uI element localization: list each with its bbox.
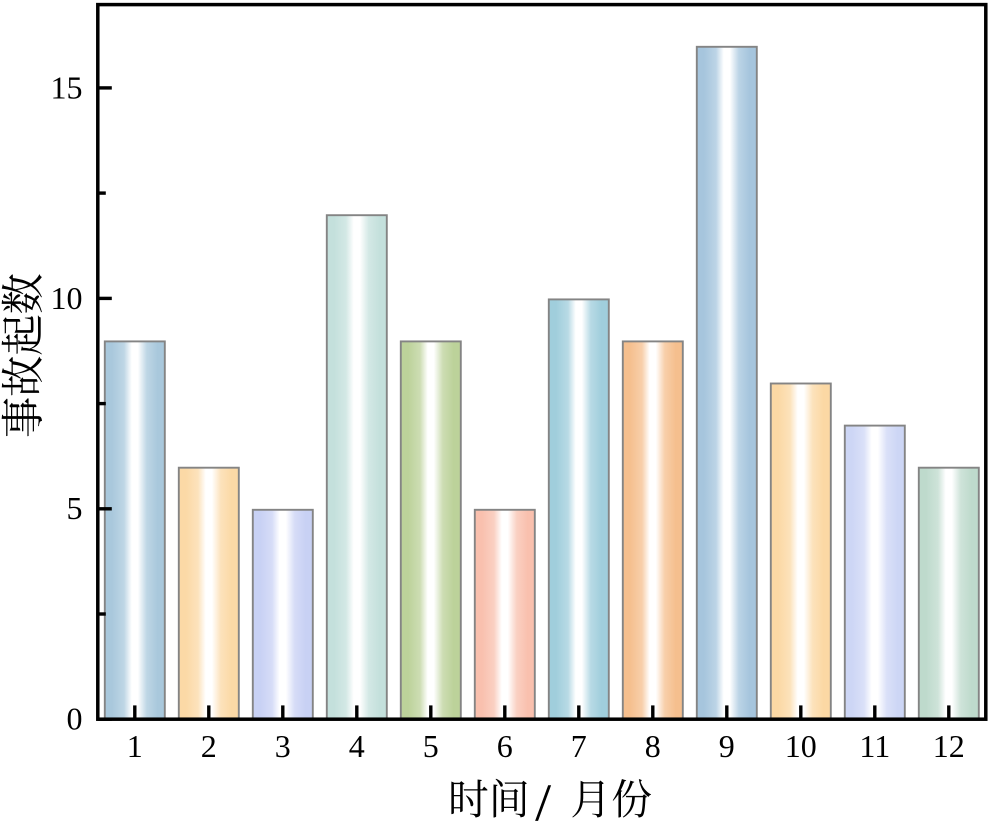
svg-text:2: 2 xyxy=(201,728,217,764)
svg-text:15: 15 xyxy=(51,69,83,105)
svg-text:4: 4 xyxy=(349,728,365,764)
svg-text:11: 11 xyxy=(859,728,890,764)
svg-text:9: 9 xyxy=(719,728,735,764)
svg-text:10: 10 xyxy=(51,280,83,316)
svg-text:8: 8 xyxy=(645,728,661,764)
svg-text:5: 5 xyxy=(423,728,439,764)
svg-text:0: 0 xyxy=(67,701,83,737)
svg-text:7: 7 xyxy=(571,728,587,764)
svg-text:1: 1 xyxy=(127,728,143,764)
svg-text:10: 10 xyxy=(785,728,817,764)
svg-text:6: 6 xyxy=(497,728,513,764)
svg-text:12: 12 xyxy=(933,728,965,764)
svg-text:3: 3 xyxy=(275,728,291,764)
svg-text:5: 5 xyxy=(67,490,83,526)
